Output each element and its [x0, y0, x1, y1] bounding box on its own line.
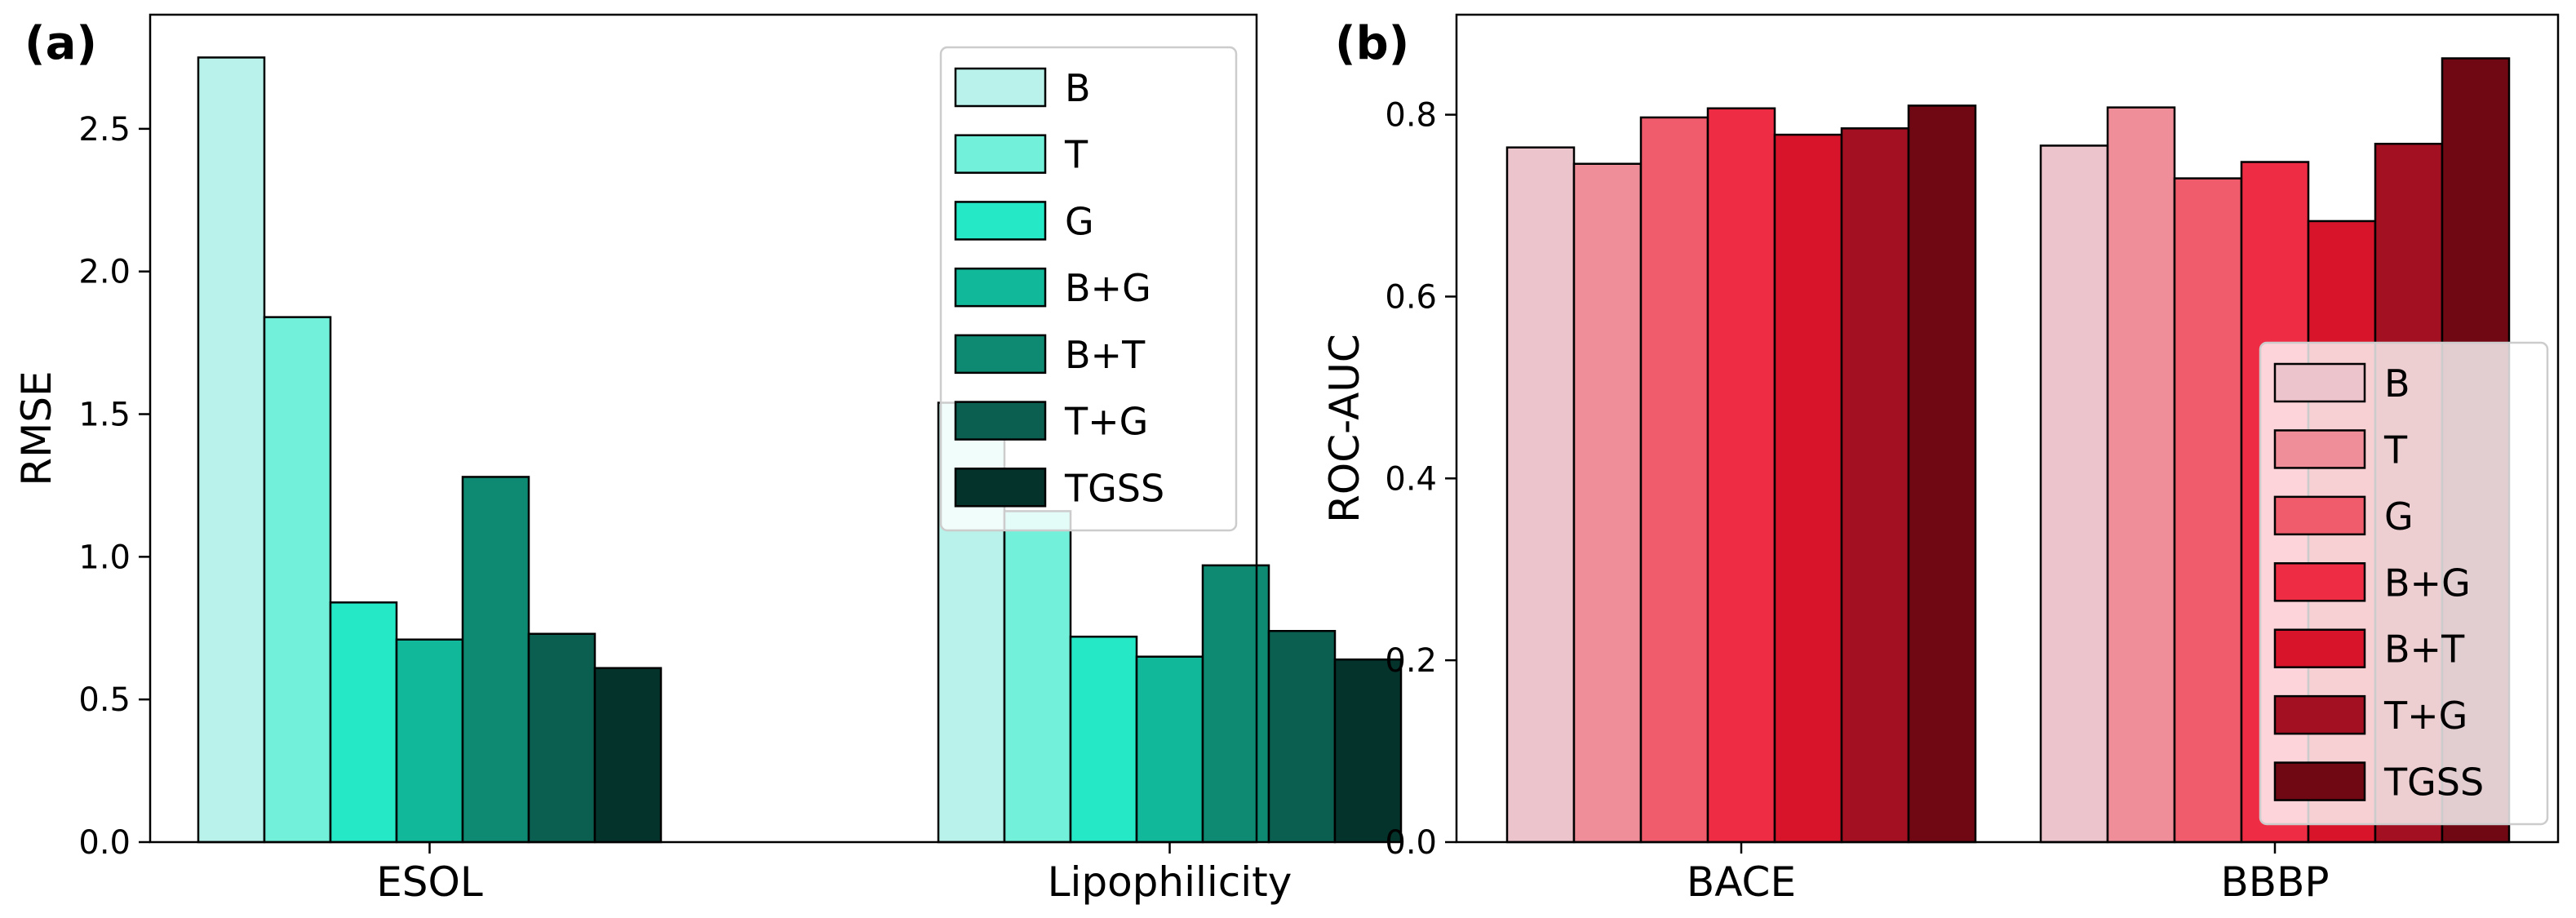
panel-a-y-axis-title: RMSE [13, 370, 60, 486]
panel-b-bar-bace-t-plus-g [1840, 127, 1910, 844]
panel-a-legend-label-tgss: TGSS [1064, 466, 1164, 510]
panel-b-legend-label-b-plus-t: B+T [2384, 628, 2465, 672]
panel-a-legend-swatch-b-plus-t [954, 334, 1047, 375]
panel-b-ytick-label: 0.6 [1385, 278, 1437, 316]
panel-b-bar-bace-t [1572, 162, 1643, 844]
panel-b-legend-label-g: G [2384, 494, 2414, 539]
panel-b-ytick-label: 0.0 [1385, 824, 1437, 862]
panel-a-legend-label-t-plus-g: T+G [1064, 400, 1148, 444]
panel-a-legend-swatch-t [954, 134, 1047, 174]
panel-a-legend-swatch-tgss [954, 468, 1047, 508]
panel-b-category-label-bbbp: BBBP [2220, 858, 2329, 906]
panel-b-ytick-label: 0.8 [1385, 97, 1437, 135]
panel-a-bar-esol-b-plus-t [461, 476, 530, 844]
panel-a-bar-esol-g [329, 601, 398, 844]
panel-a-label: (a) [24, 17, 97, 70]
panel-a-ytick-label: 0.5 [78, 681, 131, 719]
panel-a-rmse-chart: 0.0 0.5 1.0 1.5 2.0 2.5 ESOL Lipophilicity RMSE (… [13, 13, 1403, 906]
panel-a-bar-esol-b [197, 56, 266, 844]
panel-a-bar-esol-tgss [593, 667, 663, 844]
panel-a-bar-esol-t [263, 316, 332, 844]
panel-b-category-label-bace: BACE [1687, 858, 1796, 906]
panel-a-bar-lipophilicity-g [1069, 635, 1138, 844]
panel-a-legend-label-g: G [1065, 199, 1094, 243]
panel-a-bar-lipophilicity-t-plus-g [1267, 630, 1337, 844]
panel-a-ytick-label: 1.5 [78, 397, 131, 434]
panel-b-label: (b) [1335, 17, 1409, 70]
panel-b-bar-bace-g [1639, 116, 1709, 844]
panel-b-legend-label-t: T [2383, 428, 2408, 472]
panel-a-category-label-lipophilicity: Lipophilicity [1048, 858, 1292, 906]
panel-b-legend-swatch-t-plus-g [2273, 694, 2366, 735]
panel-a-bar-esol-b-plus-g [395, 638, 464, 844]
panel-b-legend-swatch-b-plus-g [2273, 562, 2366, 602]
panel-b-legend-swatch-b [2273, 362, 2366, 403]
panel-b-bar-bace-tgss [1907, 104, 1977, 844]
panel-a-legend-swatch-b [954, 67, 1047, 108]
panel-a-ytick-label: 2.0 [78, 254, 131, 291]
panel-a-ytick-label: 0.0 [78, 824, 131, 862]
panel-b-bar-bbbp-t [2106, 106, 2176, 844]
panel-a-legend-label-b: B [1065, 66, 1091, 110]
panel-b-plot-frame [1455, 13, 2560, 844]
panel-a-legend-label-b-plus-g: B+G [1065, 266, 1151, 310]
panel-b-legend-swatch-g [2273, 495, 2366, 536]
panel-b-legend-swatch-tgss [2273, 761, 2366, 801]
panel-a-category-label-esol: ESOL [376, 858, 483, 906]
panel-a-bar-lipophilicity-b-plus-t [1201, 564, 1270, 844]
panel-b-legend-swatch-t [2273, 429, 2366, 469]
panel-a-legend-swatch-t-plus-g [954, 401, 1047, 441]
panel-b-bar-bbbp-b [2039, 144, 2109, 844]
panel-b-legend-label-tgss: TGSS [2383, 761, 2484, 805]
panel-a-bar-lipophilicity-t [1003, 510, 1072, 844]
panel-b-bar-bace-b-plus-t [1773, 133, 1843, 844]
panel-a-legend: BTG B+G B+T T+G TGSS [939, 46, 1238, 532]
panel-a-ytick-label: 1.0 [78, 539, 131, 576]
panel-b-bar-bbbp-g [2173, 177, 2243, 844]
panel-b-legend-label-b-plus-g: B+G [2384, 561, 2471, 605]
panel-b-legend-label-t-plus-g: T+G [2383, 694, 2467, 738]
panel-a-bar-esol-t-plus-g [527, 632, 596, 844]
panel-a-plot-frame [149, 13, 1258, 844]
panel-b-bar-bace-b [1505, 146, 1576, 844]
panel-a-ytick-label: 2.5 [78, 111, 131, 149]
panel-a-legend-swatch-b-plus-g [954, 267, 1047, 308]
panel-a-legend-label-b-plus-t: B+T [1065, 333, 1146, 377]
panel-b-legend: BTG B+G B+T T+G TGSS [2259, 341, 2549, 826]
panel-a-bar-lipophilicity-b-plus-g [1135, 655, 1204, 844]
panel-b-bar-bace-b-plus-g [1706, 107, 1776, 844]
panel-a-bar-lipophilicity-tgss [1333, 658, 1403, 844]
panel-b-legend-swatch-b-plus-t [2273, 628, 2366, 668]
panel-b-ytick-label: 0.4 [1385, 460, 1437, 498]
panel-b-y-axis-title: ROC-AUC [1321, 334, 1368, 523]
panel-b-ytick-label: 0.2 [1385, 642, 1437, 680]
panel-a-legend-label-t: T [1064, 133, 1088, 177]
panel-a-legend-swatch-g [954, 201, 1047, 241]
panel-b-legend-label-b: B [2384, 361, 2410, 406]
